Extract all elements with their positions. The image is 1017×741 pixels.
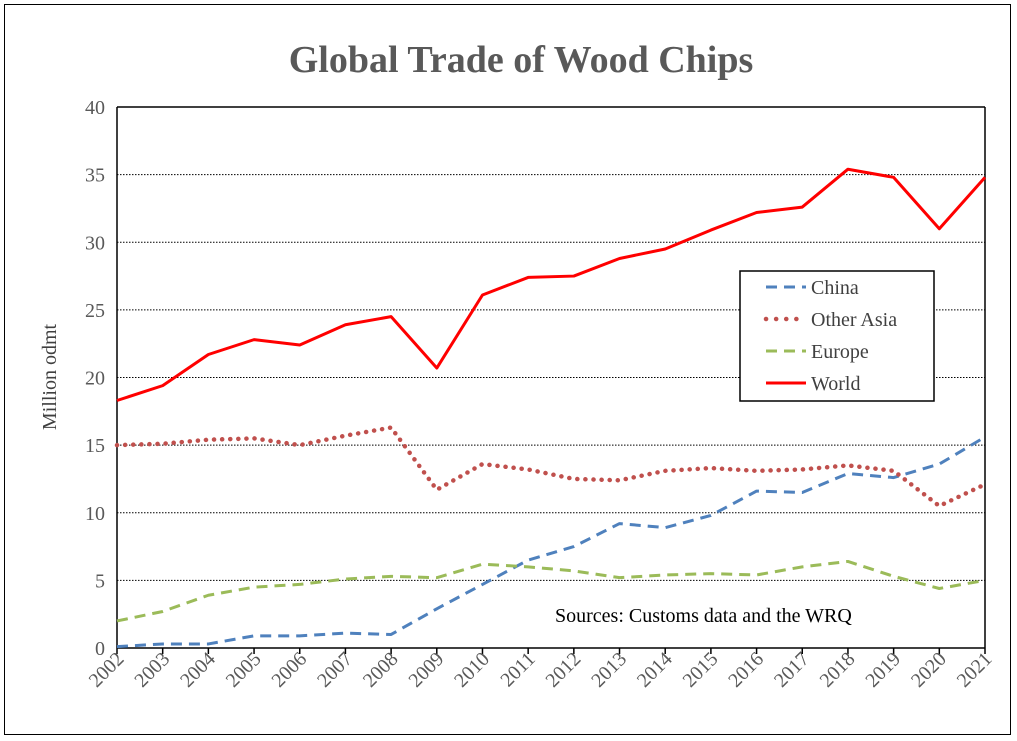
series-line-world bbox=[116, 167, 987, 402]
x-tick-label: 2015 bbox=[679, 648, 723, 692]
chart-title: Global Trade of Wood Chips bbox=[289, 39, 754, 81]
y-tick-label: 10 bbox=[85, 503, 105, 525]
y-tick-label: 30 bbox=[85, 232, 105, 254]
x-tick-label: 2012 bbox=[542, 648, 586, 692]
x-tick-label: 2002 bbox=[85, 648, 129, 692]
y-tick-label: 5 bbox=[95, 570, 105, 592]
legend-box bbox=[739, 270, 935, 402]
x-tick-label: 2018 bbox=[816, 648, 860, 692]
y-tick-label: 15 bbox=[85, 435, 105, 457]
x-tick-label: 2007 bbox=[313, 648, 357, 692]
x-tick-label: 2006 bbox=[267, 648, 311, 692]
x-tick-label: 2017 bbox=[770, 648, 814, 692]
y-tick-label: 35 bbox=[85, 165, 105, 187]
x-tick-label: 2013 bbox=[587, 648, 631, 692]
series-line-china bbox=[116, 435, 986, 649]
x-tick-label: 2005 bbox=[222, 648, 266, 692]
y-tick-label: 0 bbox=[95, 638, 105, 660]
x-tick-label: 2016 bbox=[724, 648, 768, 692]
sources-annotation: Sources: Customs data and the WRQ bbox=[555, 605, 852, 627]
legend: China Other Asia Europe World bbox=[739, 270, 935, 402]
x-tick-label: 2019 bbox=[861, 648, 905, 692]
y-axis-label: Million odmt bbox=[39, 323, 61, 430]
x-tick-label: 2009 bbox=[404, 648, 448, 692]
legend-label: China bbox=[811, 277, 859, 299]
legend-label: Europe bbox=[811, 341, 869, 363]
x-tick-label: 2021 bbox=[953, 648, 997, 692]
series-line-other-asia bbox=[114, 425, 988, 509]
y-tick-label: 20 bbox=[85, 368, 105, 390]
chart-border bbox=[4, 4, 1011, 735]
legend-label: World bbox=[811, 373, 861, 395]
series-line-europe bbox=[116, 559, 986, 623]
y-tick-label: 40 bbox=[85, 97, 105, 119]
x-tick-label: 2010 bbox=[450, 648, 494, 692]
x-tick-label: 2008 bbox=[359, 648, 403, 692]
x-tick-label: 2014 bbox=[633, 648, 677, 692]
y-tick-label: 25 bbox=[85, 300, 105, 322]
x-tick-label: 2004 bbox=[176, 648, 220, 692]
x-tick-label: 2011 bbox=[496, 648, 539, 691]
x-tick-label: 2020 bbox=[907, 648, 951, 692]
legend-label: Other Asia bbox=[811, 309, 897, 331]
x-tick-label: 2003 bbox=[130, 648, 174, 692]
